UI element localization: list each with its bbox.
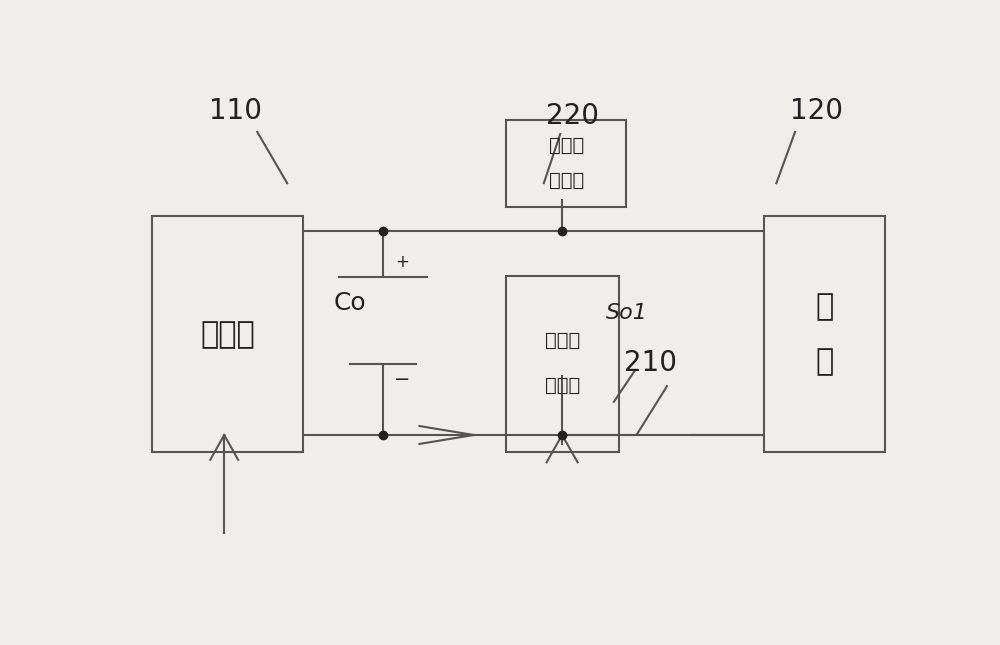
Text: 120: 120	[790, 97, 843, 125]
Text: 主电路: 主电路	[200, 320, 255, 349]
Text: +: +	[396, 253, 409, 271]
Text: Co: Co	[333, 292, 366, 315]
FancyBboxPatch shape	[506, 119, 626, 206]
Text: 负: 负	[815, 293, 834, 322]
Text: So1: So1	[606, 303, 647, 323]
Text: 第一控: 第一控	[549, 136, 584, 155]
FancyBboxPatch shape	[764, 217, 885, 452]
Text: 载: 载	[815, 347, 834, 376]
Text: 110: 110	[209, 97, 262, 125]
Text: −: −	[394, 370, 411, 389]
Text: 电单元: 电单元	[545, 375, 580, 395]
Text: 制单元: 制单元	[549, 171, 584, 190]
Text: 210: 210	[624, 349, 677, 377]
Text: 220: 220	[546, 102, 599, 130]
FancyBboxPatch shape	[506, 276, 619, 452]
Text: 第一放: 第一放	[545, 331, 580, 350]
FancyBboxPatch shape	[152, 217, 303, 452]
